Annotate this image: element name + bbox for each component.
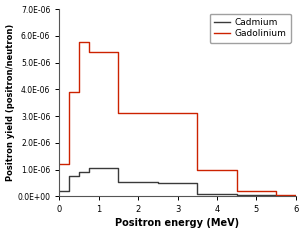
- Gadolinium: [97, 51, 101, 53]
- Gadolinium: [235, 168, 238, 171]
- Cadmium: [294, 195, 298, 198]
- Cadmium: [67, 175, 71, 178]
- Gadolinium: [77, 41, 81, 44]
- Gadolinium: [274, 194, 278, 196]
- Cadmium: [87, 167, 91, 170]
- Gadolinium: [294, 194, 298, 196]
- Cadmium: [87, 171, 91, 174]
- Gadolinium: [117, 112, 120, 115]
- Cadmium: [97, 167, 101, 170]
- Gadolinium: [235, 190, 238, 192]
- Gadolinium: [87, 51, 91, 53]
- Gadolinium: [67, 91, 71, 93]
- Cadmium: [156, 180, 160, 183]
- Cadmium: [117, 180, 120, 183]
- Gadolinium: [67, 163, 71, 166]
- Gadolinium: [97, 51, 101, 53]
- Gadolinium: [117, 51, 120, 53]
- Cadmium: [195, 192, 199, 195]
- Cadmium: [235, 194, 238, 196]
- Cadmium: [294, 195, 298, 198]
- Cadmium: [274, 194, 278, 196]
- Gadolinium: [156, 112, 160, 115]
- Cadmium: [77, 175, 81, 178]
- Gadolinium: [57, 163, 61, 166]
- Gadolinium: [77, 91, 81, 93]
- Gadolinium: [195, 112, 199, 115]
- Gadolinium: [156, 112, 160, 115]
- Cadmium: [67, 190, 71, 192]
- Cadmium: [97, 167, 101, 170]
- Gadolinium: [294, 195, 298, 198]
- Line: Gadolinium: Gadolinium: [59, 43, 296, 196]
- X-axis label: Positron energy (MeV): Positron energy (MeV): [116, 219, 240, 228]
- Gadolinium: [87, 41, 91, 44]
- Cadmium: [77, 171, 81, 174]
- Gadolinium: [195, 168, 199, 171]
- Y-axis label: Positron yield (positron/neutron): Positron yield (positron/neutron): [5, 24, 15, 181]
- Legend: Cadmium, Gadolinium: Cadmium, Gadolinium: [209, 14, 291, 43]
- Cadmium: [195, 182, 199, 184]
- Cadmium: [57, 190, 61, 192]
- Cadmium: [274, 195, 278, 198]
- Cadmium: [235, 192, 238, 195]
- Cadmium: [156, 182, 160, 184]
- Line: Cadmium: Cadmium: [59, 168, 296, 196]
- Cadmium: [117, 167, 120, 170]
- Gadolinium: [274, 190, 278, 192]
